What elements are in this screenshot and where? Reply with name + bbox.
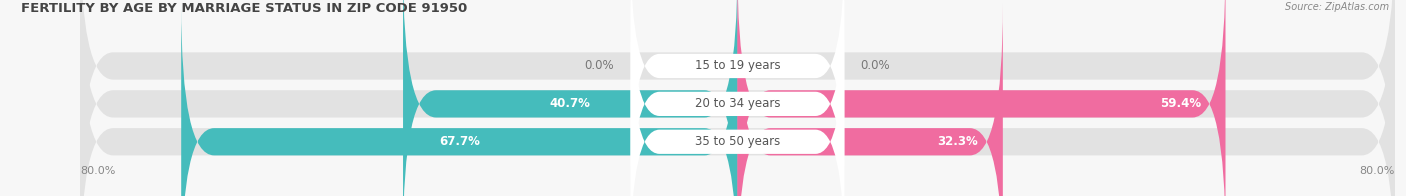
FancyBboxPatch shape	[181, 4, 738, 196]
FancyBboxPatch shape	[631, 0, 844, 186]
FancyBboxPatch shape	[738, 4, 1002, 196]
Text: FERTILITY BY AGE BY MARRIAGE STATUS IN ZIP CODE 91950: FERTILITY BY AGE BY MARRIAGE STATUS IN Z…	[21, 2, 467, 15]
Text: 59.4%: 59.4%	[1160, 97, 1201, 110]
FancyBboxPatch shape	[631, 21, 844, 196]
FancyBboxPatch shape	[631, 0, 844, 196]
FancyBboxPatch shape	[80, 0, 1395, 196]
Text: 67.7%: 67.7%	[439, 135, 479, 148]
FancyBboxPatch shape	[80, 0, 1395, 196]
Text: 35 to 50 years: 35 to 50 years	[695, 135, 780, 148]
Text: Source: ZipAtlas.com: Source: ZipAtlas.com	[1285, 2, 1389, 12]
FancyBboxPatch shape	[404, 0, 738, 196]
Text: 40.7%: 40.7%	[550, 97, 591, 110]
Text: 80.0%: 80.0%	[1360, 166, 1395, 176]
Text: 0.0%: 0.0%	[860, 60, 890, 73]
Text: 80.0%: 80.0%	[80, 166, 115, 176]
Text: 32.3%: 32.3%	[938, 135, 979, 148]
Text: 0.0%: 0.0%	[585, 60, 614, 73]
Text: 20 to 34 years: 20 to 34 years	[695, 97, 780, 110]
Text: 15 to 19 years: 15 to 19 years	[695, 60, 780, 73]
FancyBboxPatch shape	[80, 4, 1395, 196]
FancyBboxPatch shape	[738, 0, 1226, 196]
